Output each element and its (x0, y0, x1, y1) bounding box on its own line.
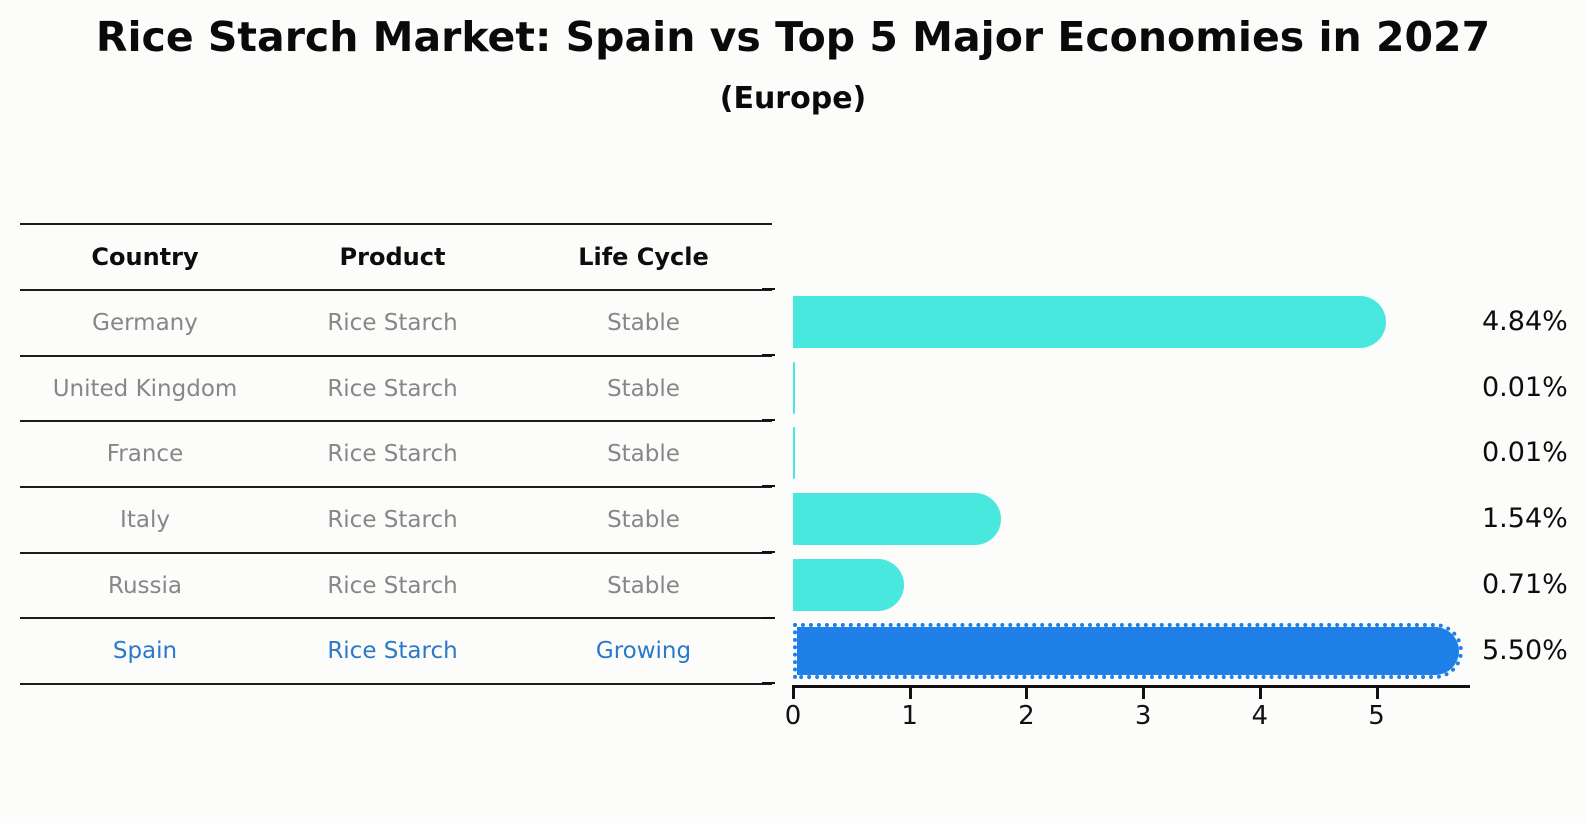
cell-life-cycle: Stable (607, 441, 680, 468)
cell-product: Rice Starch (327, 506, 458, 533)
cell-life-cycle: Stable (607, 506, 680, 533)
y-tick-mark (762, 550, 775, 553)
cell-product: Rice Starch (327, 309, 458, 336)
x-tick-mark-3 (1142, 688, 1146, 699)
y-tick-mark (762, 485, 775, 488)
chart-title: Rice Starch Market: Spain vs Top 5 Major… (95, 13, 1491, 61)
x-tick-label-5: 5 (1368, 701, 1385, 731)
y-tick-mark (762, 616, 775, 619)
chart-subtitle: (Europe) (719, 81, 867, 116)
value-label-united-kingdom: 0.01% (1482, 371, 1568, 403)
y-tick-mark (762, 288, 775, 290)
bar-france (793, 427, 795, 480)
bar-spain (793, 622, 1463, 679)
cell-country: France (106, 441, 184, 468)
column-header-country: Country (91, 243, 199, 271)
table-body: Germany Rice Starch Stable United Kingdom Ri… (20, 291, 772, 686)
cell-life-cycle: Stable (607, 309, 680, 336)
cell-country: Spain (112, 638, 178, 665)
cell-product: Rice Starch (327, 638, 458, 665)
cell-life-cycle: Stable (607, 375, 680, 402)
column-header-product: Product (339, 243, 446, 271)
y-tick-mark (762, 682, 775, 685)
cell-country: United Kingdom (52, 375, 238, 402)
cell-life-cycle: Stable (607, 572, 680, 599)
x-tick-mark-2 (1025, 688, 1029, 699)
x-tick-mark-1 (908, 688, 912, 699)
table-row-italy: Italy Rice Starch Stable (20, 488, 772, 554)
country-table: Country Product Life Cycle Germany Rice S… (20, 223, 772, 686)
table-row-united-kingdom: United Kingdom Rice Starch Stable (20, 357, 772, 423)
x-tick-label-1: 1 (901, 701, 918, 731)
bar-italy (793, 493, 1001, 546)
x-tick-mark-5 (1375, 688, 1379, 699)
table-row-russia: Russia Rice Starch Stable (20, 554, 772, 620)
value-label-france: 0.01% (1482, 437, 1568, 469)
table-row-germany: Germany Rice Starch Stable (20, 291, 772, 357)
cell-country: Italy (120, 506, 170, 533)
x-tick-mark-0 (792, 688, 795, 699)
table-header-row: Country Product Life Cycle (20, 225, 772, 291)
value-label-russia: 0.71% (1482, 568, 1568, 600)
cell-country: Germany (92, 309, 198, 336)
x-tick-label-2: 2 (1018, 701, 1035, 731)
cell-country: Russia (108, 572, 182, 599)
cell-product: Rice Starch (327, 375, 458, 402)
x-axis-line (792, 685, 1470, 688)
column-header-life-cycle: Life Cycle (578, 243, 709, 271)
bar-germany (793, 296, 1386, 348)
x-tick-label-0: 0 (784, 701, 802, 731)
cell-product: Rice Starch (327, 441, 458, 468)
y-tick-mark (762, 419, 775, 422)
cell-product: Rice Starch (327, 572, 458, 599)
bar-united-kingdom (793, 361, 795, 414)
x-tick-label-4: 4 (1251, 701, 1269, 731)
value-label-italy: 1.54% (1482, 503, 1568, 535)
x-tick-mark-4 (1258, 688, 1262, 699)
table-row-france: France Rice Starch Stable (20, 422, 772, 489)
x-tick-label-3: 3 (1134, 701, 1152, 731)
value-label-germany: 4.84% (1482, 306, 1568, 337)
bar-russia (793, 558, 904, 611)
y-tick-mark (762, 353, 775, 356)
table-row-spain: Spain Rice Starch Growing (20, 619, 772, 686)
value-label-spain: 5.50% (1482, 634, 1568, 666)
cell-life-cycle: Growing (595, 638, 692, 665)
